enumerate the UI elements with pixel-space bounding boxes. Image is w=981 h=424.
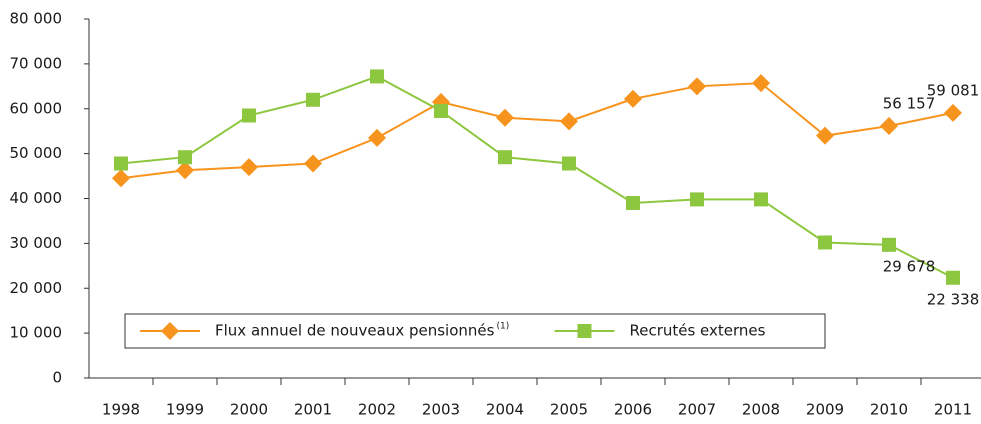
point	[304, 154, 322, 173]
x-tick-label: 2003	[422, 401, 460, 419]
x-tick-label: 2001	[294, 401, 332, 419]
point	[114, 156, 128, 171]
y-tick-label: 30 000	[10, 234, 63, 252]
legend-note: (1)	[496, 322, 509, 332]
point	[242, 108, 256, 123]
x-tick-label: 2002	[358, 401, 396, 419]
x-tick-label: 2000	[230, 401, 268, 419]
point	[176, 161, 194, 180]
point	[818, 235, 832, 250]
point	[690, 192, 704, 207]
y-tick-label: 10 000	[10, 324, 63, 342]
legend-marker	[577, 324, 592, 338]
y-tick-label: 50 000	[10, 144, 63, 162]
value-label: 59 081	[927, 81, 980, 99]
value-label: 29 678	[883, 257, 936, 275]
y-tick-label: 0	[52, 369, 62, 387]
point	[112, 169, 130, 188]
point	[178, 150, 192, 165]
series-line	[120, 75, 954, 279]
y-tick-label: 80 000	[10, 10, 63, 28]
x-tick-label: 2011	[934, 401, 972, 419]
legend-label: Recrutés externes	[629, 322, 765, 340]
point	[560, 112, 578, 131]
point	[882, 237, 896, 252]
point	[752, 74, 770, 93]
legend-label: Flux annuel de nouveaux pensionnés	[215, 322, 495, 340]
point	[240, 158, 258, 177]
x-tick-label: 2010	[870, 401, 908, 419]
x-tick-label: 2005	[550, 401, 588, 419]
point	[946, 270, 960, 285]
point	[624, 89, 642, 108]
point	[434, 103, 448, 118]
y-tick-label: 60 000	[10, 99, 63, 117]
x-tick-label: 2009	[806, 401, 844, 419]
point	[498, 150, 512, 165]
point	[880, 116, 898, 135]
point	[626, 195, 640, 210]
series-line	[120, 82, 954, 180]
y-tick-label: 70 000	[10, 54, 63, 72]
x-tick-label: 2004	[486, 401, 524, 419]
legend-box	[124, 313, 826, 349]
point	[754, 192, 768, 207]
y-tick-label: 40 000	[10, 189, 63, 207]
x-tick-label: 1999	[166, 401, 204, 419]
point	[496, 108, 514, 127]
x-tick-label: 2007	[678, 401, 716, 419]
x-tick-label: 1998	[102, 401, 140, 419]
point	[368, 128, 386, 147]
point	[944, 103, 962, 122]
point	[306, 92, 320, 107]
value-label: 22 338	[927, 290, 980, 308]
point	[816, 126, 834, 145]
x-tick-label: 2006	[614, 401, 652, 419]
value-label: 56 157	[883, 94, 936, 112]
x-tick-label: 2008	[742, 401, 780, 419]
point	[562, 156, 576, 171]
point	[688, 77, 706, 96]
legend-marker	[161, 322, 179, 340]
point	[370, 69, 384, 84]
y-tick-label: 20 000	[10, 279, 63, 297]
